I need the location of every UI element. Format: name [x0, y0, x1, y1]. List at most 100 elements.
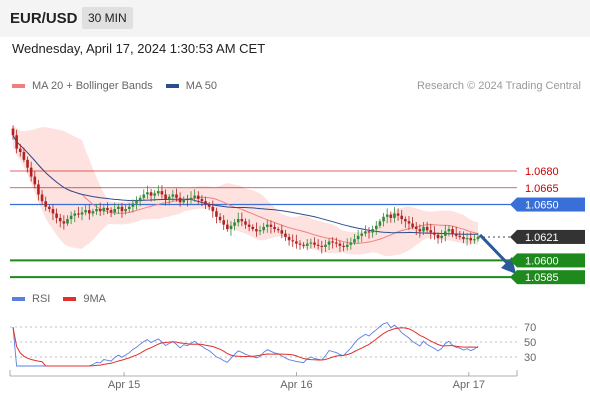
candle-body	[320, 245, 324, 247]
level-label-pointer	[510, 270, 517, 285]
candle-body	[200, 198, 204, 202]
forecast-arrow-layer	[478, 233, 516, 274]
candle-body	[113, 209, 117, 213]
candle-body	[135, 201, 138, 204]
candle-body	[465, 238, 469, 240]
candle-body	[309, 242, 313, 244]
candle-body	[117, 206, 120, 209]
candle-body	[462, 236, 465, 240]
candle-body	[233, 222, 236, 226]
candle-body	[338, 243, 342, 246]
candle-body	[22, 152, 26, 160]
candle-body	[211, 206, 215, 212]
candle-body	[389, 214, 393, 218]
main-legend: MA 20 + Bollinger Bands MA 50	[12, 80, 230, 92]
candle-body	[204, 201, 207, 205]
level-label-pointer	[510, 197, 517, 212]
rsi-tick-50: 50	[524, 337, 536, 349]
candle-body	[451, 229, 454, 234]
legend-ma50-swatch	[165, 84, 179, 88]
candle-body	[255, 229, 258, 232]
candle-body	[407, 221, 411, 224]
level-label-bg	[517, 197, 585, 212]
x-tick-label: Apr 15	[108, 379, 140, 391]
candle-body	[404, 219, 407, 222]
candle-body	[476, 236, 480, 240]
candle-body	[374, 225, 378, 230]
chart-datetime: Wednesday, April 17, 2024 1:30:53 AM CET	[12, 41, 266, 56]
research-credit: Research © 2024 Trading Central	[416, 80, 581, 92]
candle-body	[425, 226, 429, 231]
candle-body	[385, 214, 389, 217]
candle-body	[327, 241, 331, 245]
legend-9ma-label: 9MA	[83, 293, 106, 305]
candle-body	[207, 204, 211, 207]
candle-body	[138, 197, 142, 202]
legend-rsi-swatch	[12, 297, 25, 301]
level-label-1.0650: 1.0650	[525, 200, 559, 212]
candle-body	[422, 226, 425, 232]
level-label-bg	[517, 253, 585, 268]
candle-body	[87, 210, 91, 214]
candle-body	[109, 210, 113, 213]
ma50-line	[12, 134, 479, 235]
level-label-1.0665: 1.0665	[525, 183, 559, 195]
currency-pair-title: EUR/USD	[10, 10, 78, 27]
candle-body	[295, 241, 298, 244]
legend-9ma-swatch	[63, 297, 77, 301]
candle-body	[360, 233, 364, 236]
candle-body	[291, 240, 295, 242]
candle-body	[324, 244, 327, 247]
candle-body	[182, 198, 186, 203]
candle-body	[236, 219, 240, 223]
candle-body	[378, 221, 382, 226]
candle-body	[218, 216, 222, 221]
candle-body	[98, 209, 102, 212]
candle-body	[429, 230, 433, 233]
candle-body	[454, 233, 458, 236]
candle-body	[473, 239, 476, 241]
candle-body	[265, 224, 269, 227]
candle-body	[51, 209, 55, 214]
candle-body	[302, 244, 305, 246]
level-label-1.0621: 1.0621	[525, 232, 559, 244]
chart-header: EUR/USD 30 MIN	[0, 0, 590, 37]
candle-body	[80, 212, 84, 215]
candle-body	[149, 192, 153, 196]
level-label-1.0600: 1.0600	[525, 255, 559, 267]
timeframe-button[interactable]: 30 MIN	[82, 7, 133, 29]
candle-body	[95, 209, 98, 212]
candle-body	[436, 234, 440, 239]
candle-body	[37, 184, 40, 195]
legend-ma50: MA 50	[165, 80, 217, 92]
level-label-1.0585: 1.0585	[525, 272, 559, 284]
candles-layer	[11, 125, 480, 254]
candle-body	[458, 235, 462, 237]
candle-body	[131, 203, 135, 207]
candle-body	[400, 215, 404, 220]
candle-body	[342, 245, 345, 247]
x-tick-label: Apr 17	[453, 379, 485, 391]
candle-body	[414, 226, 418, 230]
candle-body	[157, 191, 160, 194]
candle-body	[276, 229, 280, 231]
candle-body	[418, 229, 422, 232]
candle-body	[349, 242, 353, 245]
candle-body	[215, 211, 218, 217]
candle-body	[69, 215, 73, 220]
candle-body	[367, 231, 371, 233]
candle-body	[251, 226, 255, 230]
candle-body	[33, 176, 37, 185]
candle-body	[127, 206, 131, 209]
candle-body	[58, 217, 62, 222]
candle-body	[178, 197, 182, 203]
candle-body	[244, 221, 247, 225]
candle-body	[298, 243, 302, 245]
candle-body	[193, 195, 196, 198]
candle-body	[284, 233, 287, 237]
level-label-pointer	[510, 229, 517, 244]
bollinger-band	[13, 124, 478, 257]
candle-body	[273, 226, 276, 230]
candle-body	[146, 192, 149, 195]
